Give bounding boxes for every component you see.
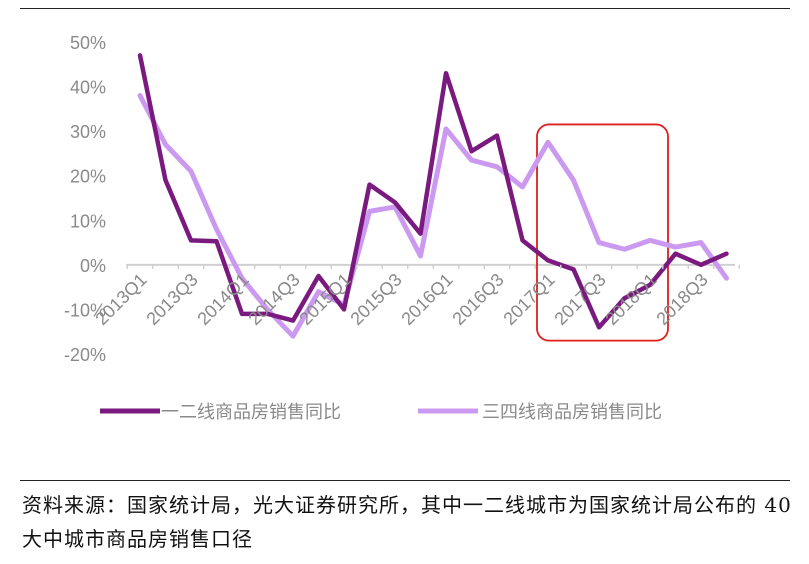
top-rule <box>20 8 790 9</box>
highlight-rect <box>536 123 669 342</box>
y-tick-label: 50% <box>70 33 106 53</box>
x-tick-label: 2017Q3 <box>550 270 609 329</box>
x-tick-label: 2016Q1 <box>397 270 456 329</box>
x-tick-label: 2014Q1 <box>193 270 252 329</box>
y-tick-label: 10% <box>70 211 106 231</box>
y-tick-label: 20% <box>70 167 106 187</box>
x-tick-label: 2016Q3 <box>448 270 507 329</box>
y-tick-label: 40% <box>70 78 106 98</box>
x-tick-label: 2018Q1 <box>601 270 660 329</box>
y-tick-label: 0% <box>80 256 106 276</box>
y-tick-label: -20% <box>64 345 106 365</box>
x-tick-label: 2015Q3 <box>346 270 405 329</box>
x-tick-label: 2013Q1 <box>91 270 150 329</box>
line-chart: 50%40%30%20%10%0%-10%-20% 2013Q12013Q320… <box>64 33 740 423</box>
legend-label: 一二线商品房销售同比 <box>161 402 341 423</box>
highlight-box <box>536 123 669 342</box>
x-tick-label: 2013Q3 <box>142 270 201 329</box>
x-tick-label: 2018Q3 <box>652 270 711 329</box>
y-tick-label: -10% <box>64 300 106 320</box>
series-lines <box>137 53 729 339</box>
legend-label: 三四线商品房销售同比 <box>482 402 662 423</box>
x-axis-ticks: 2013Q12013Q32014Q12014Q32015Q12015Q32016… <box>91 264 740 329</box>
x-tick-label: 2017Q1 <box>499 270 558 329</box>
source-note: 资料来源：国家统计局，光大证券研究所，其中一二线城市为国家统计局公布的 40 大… <box>22 493 792 551</box>
series-line-1 <box>137 92 729 339</box>
series-line-0 <box>137 53 729 330</box>
y-axis-ticks: 50% 40% 30% 20% 10% 0% -10% -20% <box>64 33 106 365</box>
bottom-rule <box>20 480 790 481</box>
legend: 一二线商品房销售同比 三四线商品房销售同比 <box>100 402 662 423</box>
y-tick-label: 30% <box>70 122 106 142</box>
